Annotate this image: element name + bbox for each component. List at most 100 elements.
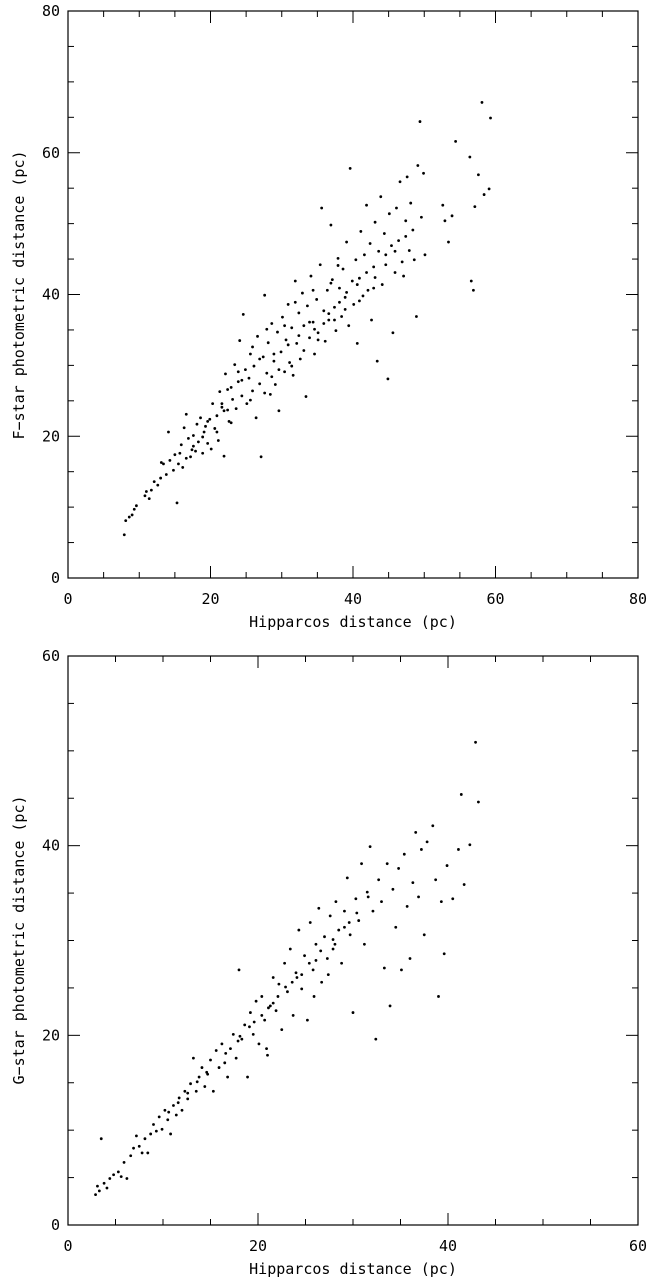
data-point <box>288 947 292 951</box>
data-point <box>387 212 391 216</box>
data-point <box>260 995 264 998</box>
data-point <box>254 999 258 1003</box>
x-tick-label: 20 <box>201 590 219 608</box>
data-point <box>425 840 429 844</box>
data-point <box>174 1113 178 1117</box>
data-point <box>368 845 372 849</box>
data-point <box>377 878 381 882</box>
x-tick-labels: 0 20 40 60 <box>63 1237 647 1255</box>
data-point <box>214 1049 218 1052</box>
data-point <box>166 1118 170 1122</box>
data-point <box>122 533 126 537</box>
data-point <box>408 957 412 960</box>
data-point <box>229 385 233 389</box>
data-point <box>345 240 348 244</box>
data-point <box>422 933 426 937</box>
data-point <box>112 1173 115 1177</box>
y-tick-label: 0 <box>51 1216 60 1234</box>
data-point <box>152 480 156 484</box>
data-point <box>249 1011 252 1014</box>
data-point <box>341 267 345 271</box>
data-point <box>343 307 347 311</box>
data-point <box>125 1177 129 1180</box>
data-point <box>331 947 335 951</box>
data-point <box>130 513 134 517</box>
data-point <box>374 1037 378 1041</box>
data-point <box>248 1025 251 1029</box>
data-point <box>333 305 336 309</box>
data-point <box>167 430 170 434</box>
data-point <box>309 274 313 278</box>
data-point <box>375 359 379 363</box>
data-point <box>395 206 398 210</box>
data-point <box>405 904 409 908</box>
data-point <box>468 155 472 159</box>
y-axis-label: F−star photometric distance (pc) <box>10 151 28 440</box>
x-tick-label: 20 <box>249 1237 267 1255</box>
data-point <box>265 327 269 331</box>
data-point <box>157 1115 161 1119</box>
data-point <box>443 219 447 223</box>
data-point <box>414 830 418 834</box>
data-point <box>343 925 346 929</box>
data-point <box>283 324 286 328</box>
data-point <box>272 352 276 356</box>
y-tick-label: 40 <box>42 286 60 304</box>
data-point <box>477 173 480 177</box>
data-point <box>96 1184 99 1188</box>
data-point <box>404 234 408 238</box>
data-point <box>368 242 372 245</box>
data-point <box>308 921 312 924</box>
data-point <box>194 449 197 453</box>
data-point <box>186 1091 190 1095</box>
data-point <box>400 260 404 264</box>
data-point <box>122 1161 126 1164</box>
data-point <box>140 1151 144 1155</box>
data-point <box>290 980 294 984</box>
data-point <box>317 906 321 910</box>
data-point <box>260 1014 264 1017</box>
data-point <box>179 443 183 447</box>
data-point <box>215 414 219 418</box>
data-point <box>206 441 210 445</box>
data-point <box>206 419 210 423</box>
data-point <box>252 1020 256 1024</box>
data-point <box>308 320 311 324</box>
data-point <box>162 462 165 466</box>
data-point <box>459 793 463 796</box>
data-point <box>200 1066 204 1069</box>
data-point <box>258 357 262 361</box>
data-point <box>451 897 455 901</box>
data-point <box>195 1080 199 1084</box>
data-point <box>266 1053 269 1057</box>
data-point <box>223 1061 227 1065</box>
data-point <box>337 928 341 932</box>
data-point <box>386 377 390 381</box>
data-point <box>265 371 269 375</box>
data-point <box>416 164 420 167</box>
data-point <box>204 424 207 428</box>
data-point <box>135 504 138 508</box>
data-point <box>156 483 160 487</box>
data-point <box>209 447 213 451</box>
data-point <box>286 303 290 306</box>
data-point <box>290 364 294 368</box>
data-point <box>334 900 338 904</box>
data-point <box>487 187 491 191</box>
data-point <box>186 1097 190 1101</box>
data-point <box>172 1104 175 1107</box>
data-point <box>144 490 148 493</box>
data-point <box>323 339 327 343</box>
data-point <box>319 949 323 953</box>
data-point <box>354 897 358 901</box>
data-point <box>313 352 316 356</box>
data-point <box>445 864 449 867</box>
data-point <box>238 1034 242 1038</box>
data-point <box>418 120 422 123</box>
data-point <box>143 494 147 498</box>
data-point <box>226 388 230 391</box>
data-point <box>417 895 420 899</box>
x-tick-label: 0 <box>63 1237 72 1255</box>
data-point <box>420 215 423 219</box>
